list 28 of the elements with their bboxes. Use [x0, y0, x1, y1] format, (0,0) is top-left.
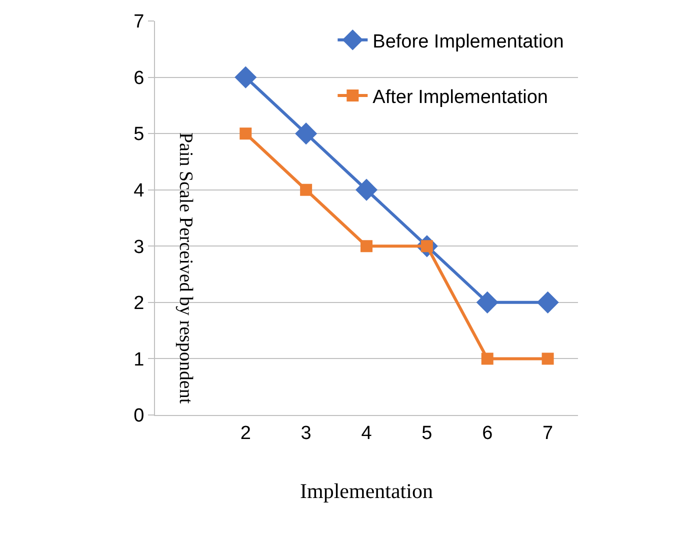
- point: [481, 352, 494, 365]
- x-axis-title: Implementation: [300, 479, 434, 503]
- point: [300, 184, 312, 196]
- legend-label: Before Implementation: [372, 31, 564, 52]
- point: [355, 178, 378, 201]
- y-tick-label: 3: [134, 236, 144, 258]
- point: [234, 66, 257, 88]
- y-tick-label: 2: [134, 293, 144, 314]
- y-tick-label: 4: [134, 180, 145, 202]
- y-tick-label: 1: [134, 349, 144, 370]
- y-tick-label: 0: [134, 406, 144, 427]
- x-tick-label: 4: [361, 422, 372, 444]
- legend-label: After Implementation: [372, 86, 548, 108]
- y-tick-label: 7: [134, 12, 144, 33]
- point: [240, 128, 252, 140]
- y-axis-title: Pain Scale Perceived by respondent: [174, 132, 196, 404]
- x-tick-label: 6: [482, 422, 493, 444]
- point: [536, 291, 559, 314]
- x-tick-label: 5: [422, 422, 432, 444]
- x-tick-label: 2: [240, 422, 251, 444]
- point: [542, 352, 554, 365]
- point: [360, 240, 372, 252]
- point: [295, 122, 318, 145]
- x-tick-label: 3: [300, 422, 312, 444]
- y-tick-label: 5: [134, 124, 144, 146]
- y-tick-label: 6: [134, 68, 144, 89]
- x-tick-label: 7: [542, 422, 554, 444]
- point: [476, 291, 498, 314]
